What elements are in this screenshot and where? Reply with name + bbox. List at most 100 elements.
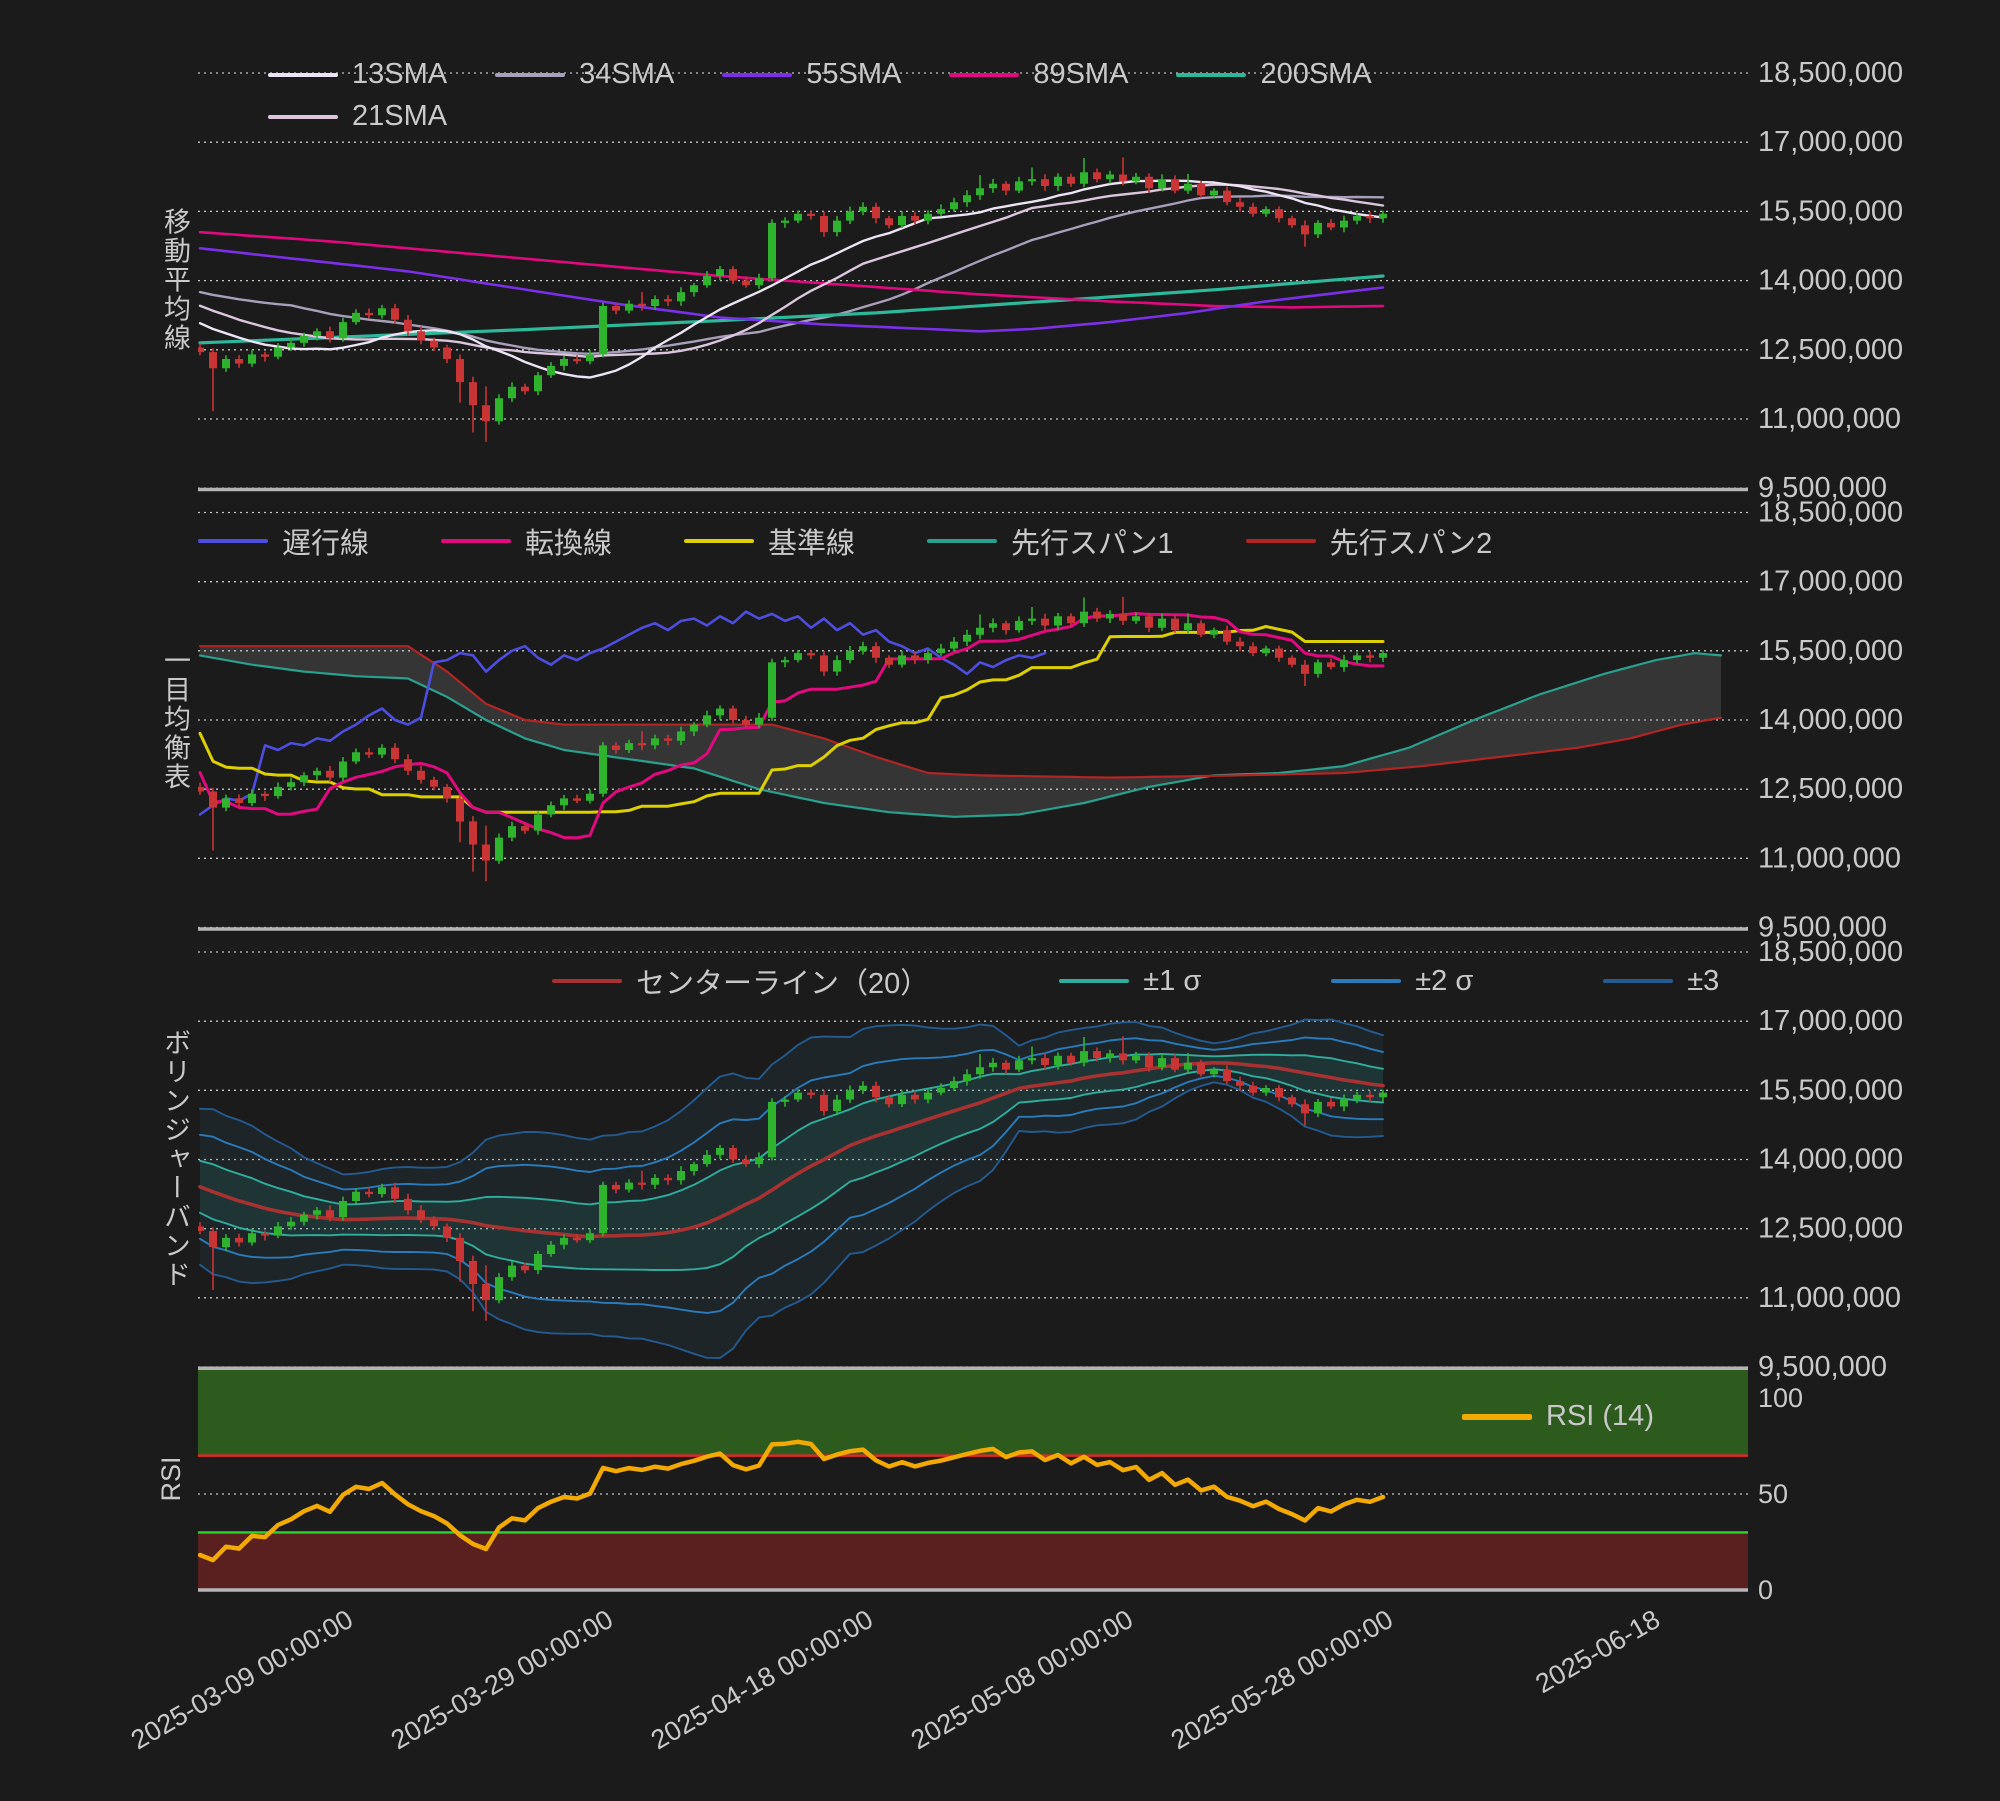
y-tick-label: 100 bbox=[1758, 1383, 1803, 1413]
rsi-overbought-band bbox=[198, 1369, 1748, 1456]
y-tick-label: 12,500,000 bbox=[1758, 334, 1903, 366]
bb2-label: ±2 σ bbox=[1415, 964, 1474, 997]
panel-ylabel-bollinger: ボリンジャーバンド bbox=[160, 1028, 190, 1290]
sma21-swatch bbox=[268, 114, 338, 119]
sma55-swatch bbox=[722, 72, 793, 77]
sma89-label: 89SMA bbox=[1033, 58, 1129, 90]
y-tick-label: 18,500,000 bbox=[1758, 936, 1903, 968]
kijun-label: 基準線 bbox=[768, 528, 856, 560]
bb2-swatch bbox=[1331, 979, 1402, 983]
sma21-line bbox=[198, 183, 1385, 359]
y-tick-label: 50 bbox=[1758, 1479, 1788, 1509]
legend-item-tenkan: 転換線 bbox=[441, 520, 612, 562]
senkou-a-label: 先行スパン1 bbox=[1011, 528, 1174, 560]
y-tick-label: 15,500,000 bbox=[1758, 635, 1903, 667]
bb-plus3-line bbox=[199, 1018, 1384, 1176]
tenkan-line bbox=[198, 612, 1385, 840]
candlesticks bbox=[198, 596, 1387, 882]
legend-item-21sma: 21SMA bbox=[268, 100, 447, 133]
y-tick-label: 15,500,000 bbox=[1758, 195, 1903, 227]
panel-ylabel-rsi: RSI bbox=[156, 1456, 186, 1502]
y-tick-label: 17,000,000 bbox=[1758, 566, 1903, 598]
panel-ylabel-ichimoku: 一目均衡表 bbox=[160, 646, 190, 792]
candlesticks bbox=[198, 157, 1387, 442]
legend-item-34sma: 34SMA bbox=[495, 58, 674, 91]
sma55-label: 55SMA bbox=[806, 58, 902, 90]
legend-item-bb2: ±2 σ bbox=[1331, 965, 1473, 998]
y-tick-label: 18,500,000 bbox=[1758, 57, 1903, 89]
legend-item-rsi: RSI (14) bbox=[1462, 1400, 1654, 1433]
y-tick-label: 9,500,000 bbox=[1758, 472, 1887, 504]
rsi-swatch bbox=[1462, 1413, 1532, 1420]
bb-minus3-line bbox=[199, 1081, 1384, 1359]
sma89-line bbox=[198, 230, 1385, 309]
legend-item-chikou: 遅行線 bbox=[198, 520, 369, 562]
legend-item-senkou-a: 先行スパン1 bbox=[927, 520, 1174, 562]
y-tick-label: 11,000,000 bbox=[1758, 403, 1901, 435]
sma21-label: 21SMA bbox=[352, 100, 448, 132]
bollinger-outer-fill bbox=[200, 1019, 1383, 1358]
legend-item-13sma: 13SMA bbox=[268, 58, 447, 91]
y-tick-label: 0 bbox=[1758, 1575, 1773, 1605]
bb-minus2-line bbox=[199, 1074, 1384, 1314]
chikou-swatch bbox=[198, 539, 268, 543]
sma13-swatch bbox=[268, 72, 338, 77]
y-tick-label: 11,000,000 bbox=[1758, 842, 1901, 874]
y-tick-label: 14,000,000 bbox=[1758, 265, 1903, 297]
senkou-b-swatch bbox=[1245, 539, 1316, 543]
sma200-swatch bbox=[1176, 72, 1247, 77]
bb-center-swatch bbox=[552, 979, 622, 983]
rsi-label: RSI (14) bbox=[1546, 1400, 1654, 1432]
y-tick-label: 14,000,000 bbox=[1758, 704, 1903, 736]
kijun-swatch bbox=[684, 539, 755, 543]
y-tick-label: 14,000,000 bbox=[1758, 1144, 1903, 1176]
bb-minus1-line bbox=[199, 1068, 1384, 1271]
legend-bollinger: センターライン（20） ±1 σ ±2 σ ±3 bbox=[552, 960, 1719, 1002]
y-tick-label: 12,500,000 bbox=[1758, 773, 1903, 805]
y-tick-label: 9,500,000 bbox=[1758, 912, 1887, 944]
y-tick-label: 12,500,000 bbox=[1758, 1213, 1903, 1245]
candlesticks bbox=[198, 1036, 1387, 1321]
senkou-a-swatch bbox=[927, 539, 998, 543]
legend-item-89sma: 89SMA bbox=[949, 58, 1128, 91]
legend-item-55sma: 55SMA bbox=[722, 58, 901, 91]
legend-item-kijun: 基準線 bbox=[684, 520, 855, 562]
tenkan-swatch bbox=[441, 539, 512, 543]
legend-item-200sma: 200SMA bbox=[1176, 58, 1372, 91]
y-tick-label: 17,000,000 bbox=[1758, 1005, 1903, 1037]
sma34-line bbox=[198, 194, 1385, 355]
y-tick-label: 15,500,000 bbox=[1758, 1074, 1903, 1106]
rsi-line bbox=[198, 1439, 1386, 1563]
legend-item-bb1: ±1 σ bbox=[1059, 965, 1201, 998]
bb1-label: ±1 σ bbox=[1143, 964, 1202, 997]
chikou-line bbox=[198, 610, 1047, 816]
legend-item-bb3: ±3 bbox=[1603, 965, 1719, 998]
senkou-b-label: 先行スパン2 bbox=[1329, 528, 1493, 560]
bb1-swatch bbox=[1059, 979, 1130, 983]
chikou-label: 遅行線 bbox=[282, 528, 370, 560]
y-tick-label: 18,500,000 bbox=[1758, 497, 1903, 529]
legend-sma-row2: 21SMA bbox=[268, 100, 447, 133]
legend-item-senkou-b: 先行スパン2 bbox=[1245, 520, 1493, 562]
kijun-line bbox=[198, 625, 1385, 814]
sma200-label: 200SMA bbox=[1260, 58, 1372, 90]
sma13-label: 13SMA bbox=[352, 58, 448, 90]
plot-area bbox=[198, 157, 1748, 1590]
legend-ichimoku: 遅行線 転換線 基準線 先行スパン1 先行スパン2 bbox=[198, 520, 1492, 562]
bb-plus2-line bbox=[199, 1036, 1384, 1191]
y-tick-label: 11,000,000 bbox=[1758, 1282, 1901, 1314]
senkou-a-line bbox=[198, 651, 1723, 818]
sma13-line bbox=[198, 179, 1385, 379]
sma89-swatch bbox=[949, 72, 1020, 77]
senkou-b-line bbox=[198, 645, 1723, 779]
y-tick-label: 17,000,000 bbox=[1758, 126, 1903, 158]
rsi-oversold-band bbox=[198, 1532, 1748, 1590]
legend-item-bb-center: センターライン（20） bbox=[552, 960, 929, 1002]
sma55-line bbox=[198, 247, 1385, 333]
panel-ylabel-sma: 移動平均線 bbox=[160, 207, 190, 353]
y-tick-label: 9,500,000 bbox=[1758, 1351, 1887, 1383]
sma34-swatch bbox=[495, 72, 566, 77]
tenkan-label: 転換線 bbox=[525, 528, 613, 560]
bb-center-label: センターライン（20） bbox=[636, 968, 930, 1000]
